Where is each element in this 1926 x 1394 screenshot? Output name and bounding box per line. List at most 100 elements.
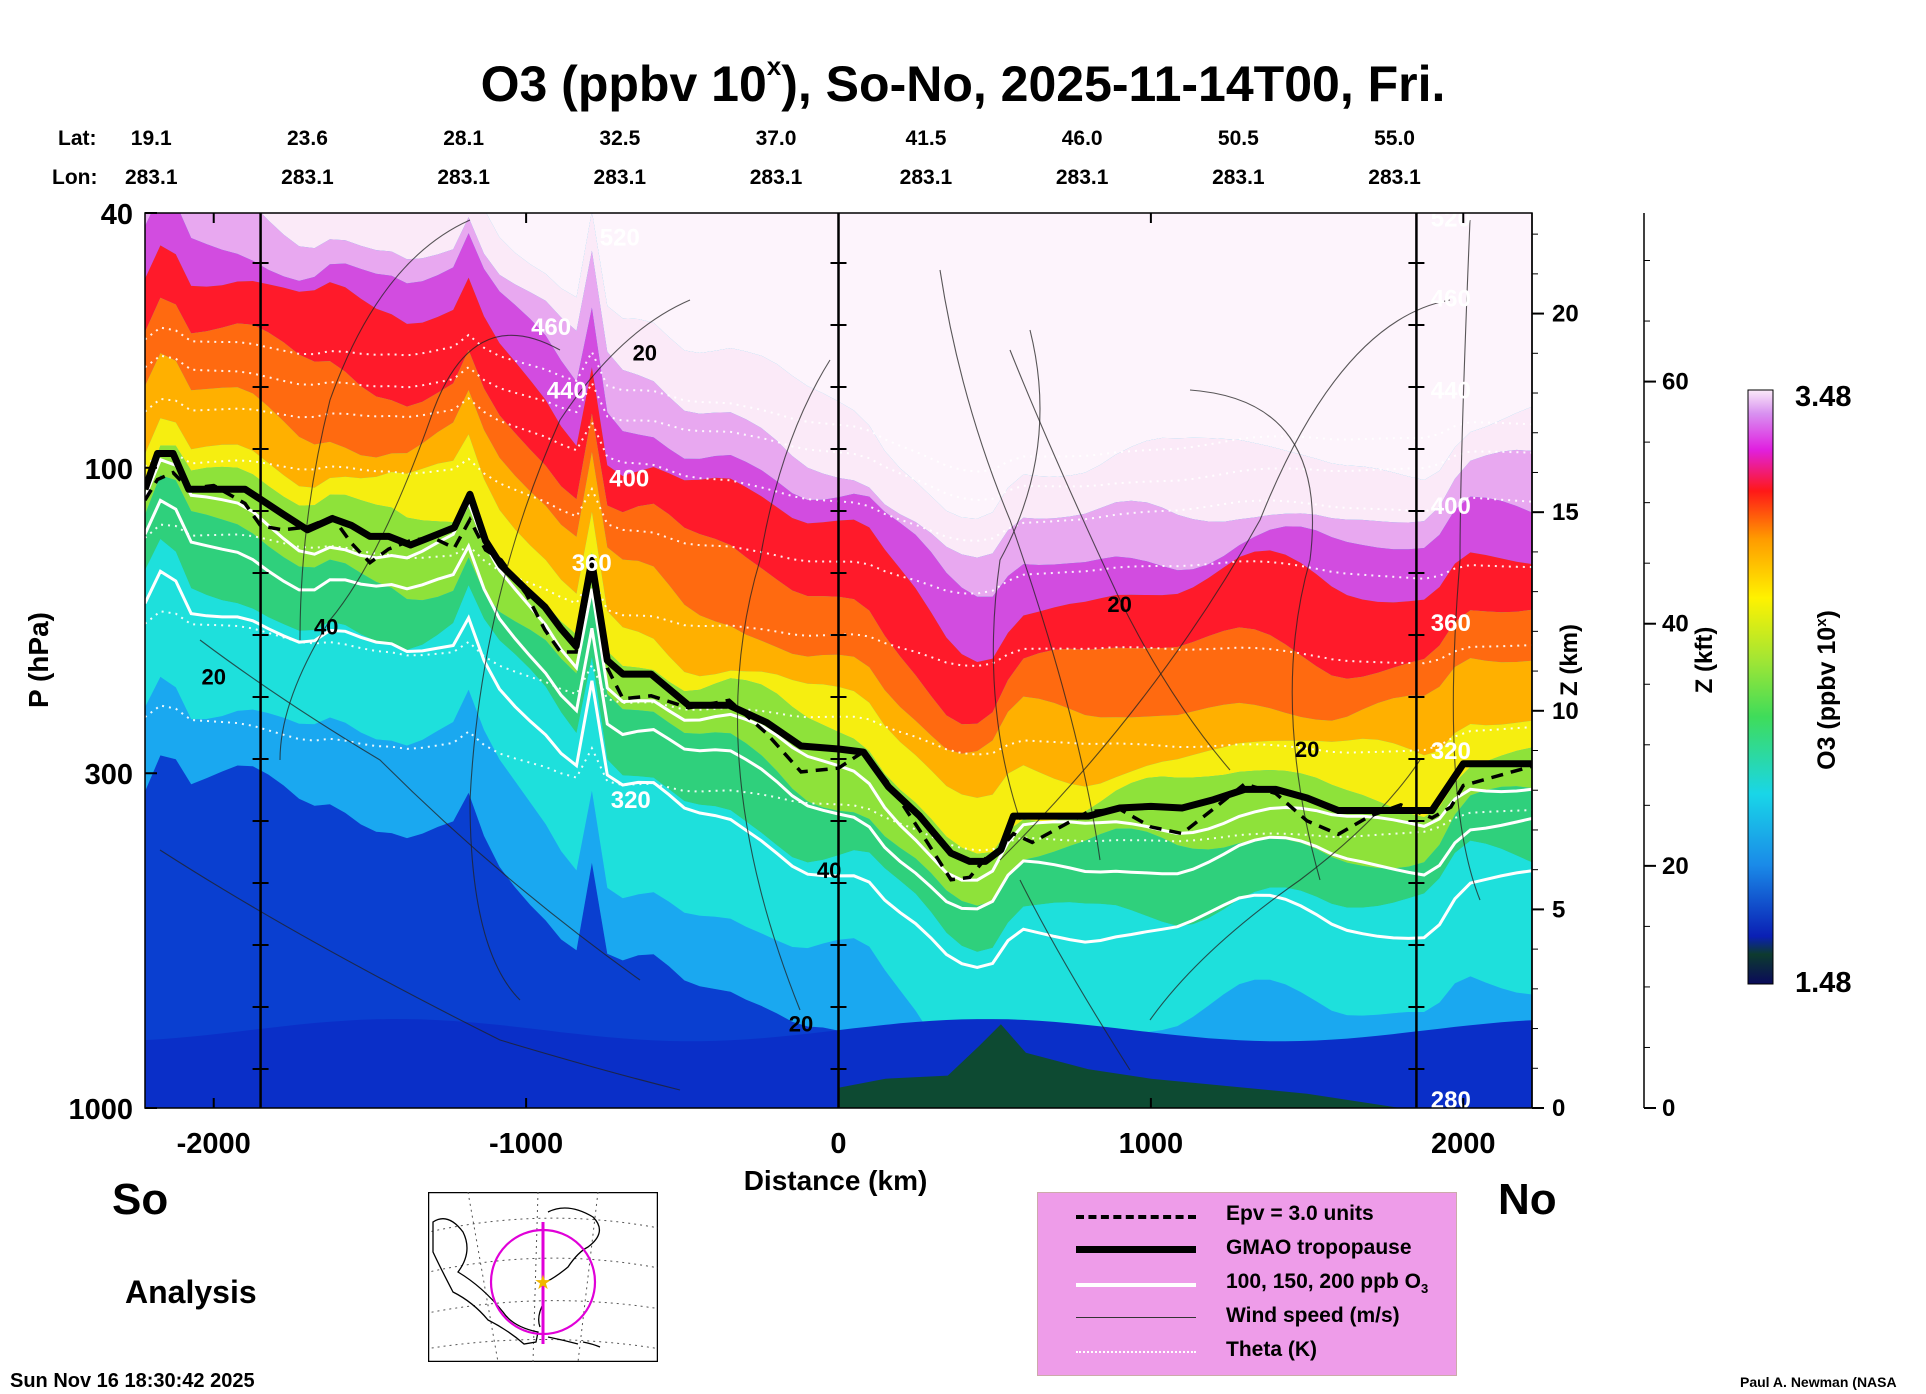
- colorbar: [1747, 389, 1774, 985]
- ozone-band-11: [145, 676, 1532, 1108]
- z-km-tick-label: 15: [1552, 499, 1579, 526]
- wind-label: 20: [1107, 592, 1131, 617]
- epv-line: [145, 470, 1532, 882]
- center-star-icon: ★: [534, 1272, 552, 1294]
- wind-contour-2: [299, 219, 471, 641]
- lon-value: 283.1: [1055, 166, 1109, 189]
- wind-contour-7: [1189, 389, 1321, 881]
- lat-value: 46.0: [1061, 127, 1103, 150]
- theta-label: 460: [1431, 286, 1471, 313]
- wind-contour-14: [159, 849, 681, 1091]
- z-kft-tick-label: 40: [1662, 611, 1689, 638]
- lat-value: 28.1: [443, 127, 485, 150]
- lon-value: 283.1: [124, 166, 178, 189]
- legend-item-o3: 100, 150, 200 ppb O3: [1038, 1267, 1456, 1299]
- theta-label: 460: [531, 314, 571, 341]
- theta-swatch: [1076, 1351, 1196, 1353]
- x-axis-label: Distance (km): [744, 1165, 928, 1196]
- lon-value: 283.1: [749, 166, 803, 189]
- z-km-tick-label: 20: [1552, 301, 1579, 328]
- theta-label: 400: [1431, 493, 1471, 520]
- z-km-tick-label: 0: [1552, 1095, 1565, 1122]
- ozone-band-top: [486, 213, 1532, 519]
- y-tick-label: 40: [101, 199, 133, 231]
- ozone-band-4: [145, 245, 1532, 725]
- wind-contour-8: [1009, 349, 1231, 771]
- legend-item-epv: Epv = 3.0 units: [1038, 1199, 1456, 1231]
- ozone-band-6: [145, 353, 1532, 798]
- wind-label: 20: [633, 341, 657, 366]
- ozone-band-2: [145, 213, 1532, 597]
- colorbar-max-label: 3.48: [1795, 381, 1851, 413]
- y-tick-label: 100: [85, 454, 133, 486]
- coastline-caribbean: [547, 1336, 601, 1348]
- timestamp: Sun Nov 16 18:30:42 2025: [10, 1370, 255, 1392]
- y-axis-label: P (hPa): [23, 612, 54, 708]
- wind-contour-5: [992, 329, 1041, 821]
- contour-overlays: 520 460 440 400 360 320 280 440 400 360 320 460 520 2…: [145, 206, 1532, 1108]
- y-tick-label: 300: [85, 759, 133, 791]
- z-km-tick-label: 5: [1552, 896, 1565, 923]
- direction-north: No: [1498, 1175, 1557, 1224]
- z-km-tick-label: 10: [1552, 698, 1579, 725]
- lat-row-label: Lat:: [58, 127, 97, 150]
- wind-label: 40: [314, 614, 338, 639]
- lat-value: 55.0: [1374, 127, 1415, 150]
- wind-contour-10: [999, 299, 1451, 861]
- wind-label: 20: [201, 664, 225, 689]
- lon-value: 283.1: [1212, 166, 1265, 189]
- ozone-band-5: [145, 297, 1532, 754]
- x-tick-label: -1000: [489, 1128, 563, 1160]
- wind-label: 20: [789, 1012, 813, 1037]
- x-tick-label: -2000: [177, 1128, 251, 1160]
- inset-map: ★: [428, 1192, 658, 1362]
- analysis-label: Analysis: [125, 1274, 257, 1310]
- legend-item-theta: Theta (K): [1038, 1335, 1456, 1367]
- lat-value: 41.5: [905, 127, 947, 150]
- lat-value: 23.6: [287, 127, 328, 150]
- colorbar-label: O3 (ppbv 10x): [1813, 610, 1841, 770]
- lat-value: 50.5: [1217, 127, 1259, 150]
- ozone-band-1: [261, 213, 1532, 558]
- lon-value: 283.1: [281, 166, 334, 189]
- legend-item-tropopause: GMAO tropopause: [1038, 1233, 1456, 1265]
- z-kft-label: Z (kft): [1691, 627, 1718, 694]
- coastline-west: [432, 1218, 539, 1345]
- o3-swatch: [1076, 1283, 1196, 1287]
- lon-row-label: Lon:: [52, 166, 98, 189]
- theta-label: 400: [609, 466, 649, 493]
- x-tick-label: 0: [830, 1128, 846, 1160]
- wind-contour-3: [469, 299, 691, 1001]
- wind-contour-6: [1019, 879, 1131, 1071]
- graticule: [428, 1192, 658, 1362]
- wind-contour-11: [1149, 759, 1421, 1021]
- epv-swatch: [1076, 1215, 1196, 1219]
- lat-value: 37.0: [755, 127, 797, 150]
- theta-label: 520: [1431, 206, 1471, 233]
- x-tick-label: 2000: [1431, 1128, 1496, 1160]
- y-tick-label: 1000: [68, 1094, 133, 1126]
- z-kft-tick-label: 0: [1662, 1095, 1675, 1122]
- lon-value: 283.1: [899, 166, 953, 189]
- wind-contour-1: [279, 334, 561, 761]
- credit: Paul A. Newman (NASA: [1740, 1374, 1897, 1390]
- lon-value: 283.1: [437, 166, 490, 189]
- tropopause-line: [145, 450, 1532, 865]
- lon-value: 283.1: [1368, 166, 1421, 189]
- theta-label: 320: [1431, 738, 1471, 765]
- direction-south: So: [112, 1175, 169, 1224]
- ozone-band-7: [145, 418, 1532, 854]
- ozone-band-3: [145, 213, 1532, 662]
- theta-label: 320: [611, 787, 651, 814]
- z-kft-tick-label: 20: [1662, 853, 1689, 880]
- wind-label: 40: [817, 858, 841, 883]
- theta-label: 440: [1431, 378, 1471, 405]
- legend-item-wind: Wind speed (m/s): [1038, 1301, 1456, 1333]
- surface-ozone-min: [838, 1024, 1401, 1108]
- tropopause-swatch: [1076, 1246, 1196, 1253]
- theta-label: 520: [600, 225, 640, 252]
- wind-contour-12: [1452, 219, 1481, 901]
- wind-contour-4: [736, 359, 831, 1011]
